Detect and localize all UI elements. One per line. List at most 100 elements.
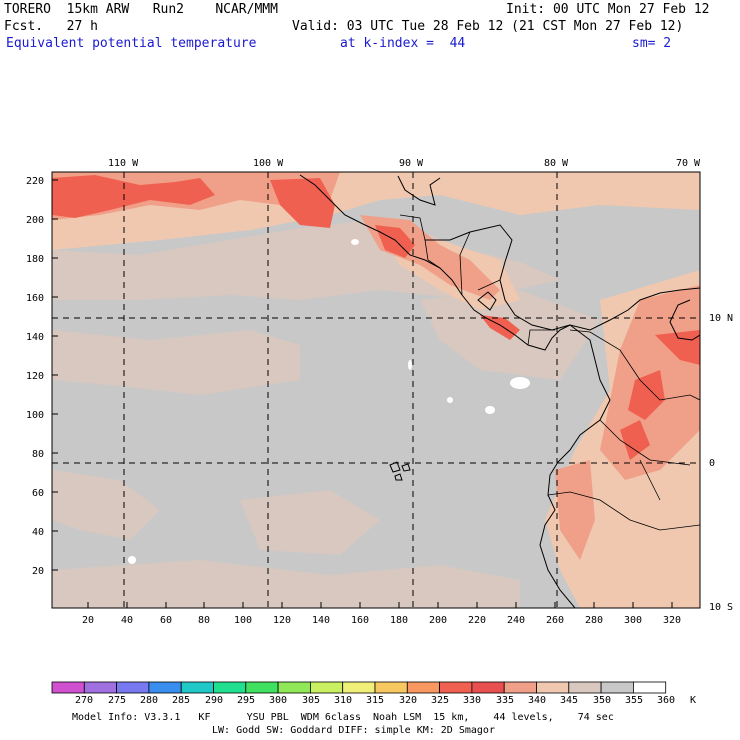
x-tick: 220	[467, 615, 487, 626]
colorbar-label: 280	[139, 695, 159, 706]
colorbar-swatch	[568, 681, 602, 694]
model-title: TORERO 15km ARW Run2 NCAR/MMM	[4, 2, 278, 17]
field-red-colombia-south	[620, 420, 650, 460]
x-tick: 300	[623, 615, 643, 626]
lat-label-0: 0	[709, 458, 716, 469]
x-tick: 280	[584, 615, 604, 626]
lon-label-110w: 110 W	[108, 158, 139, 169]
x-tick: 100	[233, 615, 253, 626]
x-tick: 60	[159, 615, 173, 626]
colorbar-label: 340	[527, 695, 547, 706]
field-red-northwest	[52, 175, 215, 218]
colorbar-swatch	[374, 681, 408, 694]
colorbar-label: 305	[301, 695, 321, 706]
lat-label-10n: 10 N	[709, 313, 734, 324]
init-time: Init: 00 UTC Mon 27 Feb 12	[506, 2, 710, 17]
colorbar-label: 335	[495, 695, 515, 706]
field-white-spot	[351, 239, 359, 245]
level-index: at k-index = 44	[340, 36, 466, 51]
theta-e-field	[52, 172, 700, 608]
colorbar-label: 360	[656, 695, 676, 706]
y-tick: 80	[31, 449, 44, 460]
lon-label-100w: 100 W	[253, 158, 284, 169]
colorbar-swatch	[503, 681, 537, 694]
field-red-colombia	[628, 370, 665, 420]
colorbar-swatch	[83, 681, 118, 694]
field-white-spot	[447, 397, 453, 403]
colorbar-swatch	[51, 681, 85, 694]
x-tick: 120	[272, 615, 292, 626]
physics-info: LW: Godd SW: Goddard DIFF: simple KM: 2D…	[212, 725, 495, 736]
colorbar-label: 350	[592, 695, 612, 706]
x-tick: 320	[662, 615, 682, 626]
y-tick: 160	[25, 293, 44, 304]
lon-label-90w: 90 W	[399, 158, 424, 169]
colorbar-swatch	[309, 681, 344, 694]
x-tick: 140	[311, 615, 331, 626]
lon-label-70w: 70 W	[676, 158, 701, 169]
colorbar-label: 295	[236, 695, 256, 706]
x-tick: 260	[545, 615, 565, 626]
colorbar-label: 325	[430, 695, 450, 706]
field-white-spot	[510, 377, 530, 389]
x-tick: 160	[350, 615, 370, 626]
colorbar-label: 270	[74, 695, 94, 706]
y-tick: 140	[25, 332, 44, 343]
colorbar-swatch	[245, 681, 279, 694]
y-tick: 180	[25, 254, 44, 265]
field-salmon-ecuador	[555, 460, 595, 560]
lon-label-80w: 80 W	[544, 158, 569, 169]
y-tick: 60	[31, 488, 44, 499]
x-tick: 240	[506, 615, 526, 626]
x-tick: 180	[389, 615, 409, 626]
valid-time: Valid: 03 UTC Tue 28 Feb 12 (21 CST Mon …	[292, 19, 684, 34]
colorbar-label: 290	[204, 695, 224, 706]
lat-lon-grid	[52, 172, 700, 608]
x-tick: 200	[428, 615, 448, 626]
field-red-costa-rica	[480, 315, 520, 340]
colorbar-swatch	[439, 681, 473, 694]
colorbar-swatch	[342, 681, 376, 694]
colorbar-swatch	[600, 681, 634, 694]
colorbar-label: 345	[559, 695, 579, 706]
colorbar-swatch	[180, 681, 214, 694]
y-tick: 20	[31, 566, 44, 577]
colorbar-swatch	[633, 681, 667, 694]
colorbar-swatch	[536, 681, 570, 694]
model-info: Model Info: V3.3.1 KF YSU PBL WDM 6class…	[72, 712, 614, 723]
y-tick: 220	[25, 176, 44, 187]
smoothing: sm= 2	[632, 36, 672, 51]
colorbar-label: 320	[398, 695, 418, 706]
field-red-mexico	[270, 178, 335, 228]
colorbar-label: 315	[365, 695, 385, 706]
axis-ticks	[52, 179, 673, 608]
forecast-hour: Fcst. 27 h	[4, 19, 98, 34]
field-white-spot	[485, 406, 495, 414]
map-frame	[51, 171, 701, 609]
colorbar-swatch	[277, 681, 311, 694]
colorbar-label: 275	[107, 695, 127, 706]
field-tan-patch	[240, 490, 380, 555]
field-white-spot	[128, 556, 136, 564]
colorbar-unit: K	[689, 695, 697, 706]
colorbar-label: 330	[462, 695, 482, 706]
x-tick: 20	[81, 615, 95, 626]
colorbar-swatch	[406, 681, 440, 694]
x-tick: 80	[197, 615, 211, 626]
y-tick: 40	[31, 527, 44, 538]
colorbar	[51, 681, 667, 694]
field-tan-south	[52, 560, 520, 608]
lat-label-10s: 10 S	[709, 602, 734, 613]
field-red-venezuela	[655, 330, 700, 365]
y-tick: 100	[25, 410, 44, 421]
colorbar-swatch	[116, 681, 150, 694]
colorbar-swatch	[471, 681, 505, 694]
colorbar-label: 300	[268, 695, 288, 706]
colorbar-label: 285	[171, 695, 191, 706]
colorbar-swatch	[148, 681, 182, 694]
field-tan-patch	[52, 470, 160, 540]
y-tick: 200	[25, 215, 44, 226]
colorbar-label: 355	[624, 695, 644, 706]
colorbar-label: 310	[333, 695, 353, 706]
